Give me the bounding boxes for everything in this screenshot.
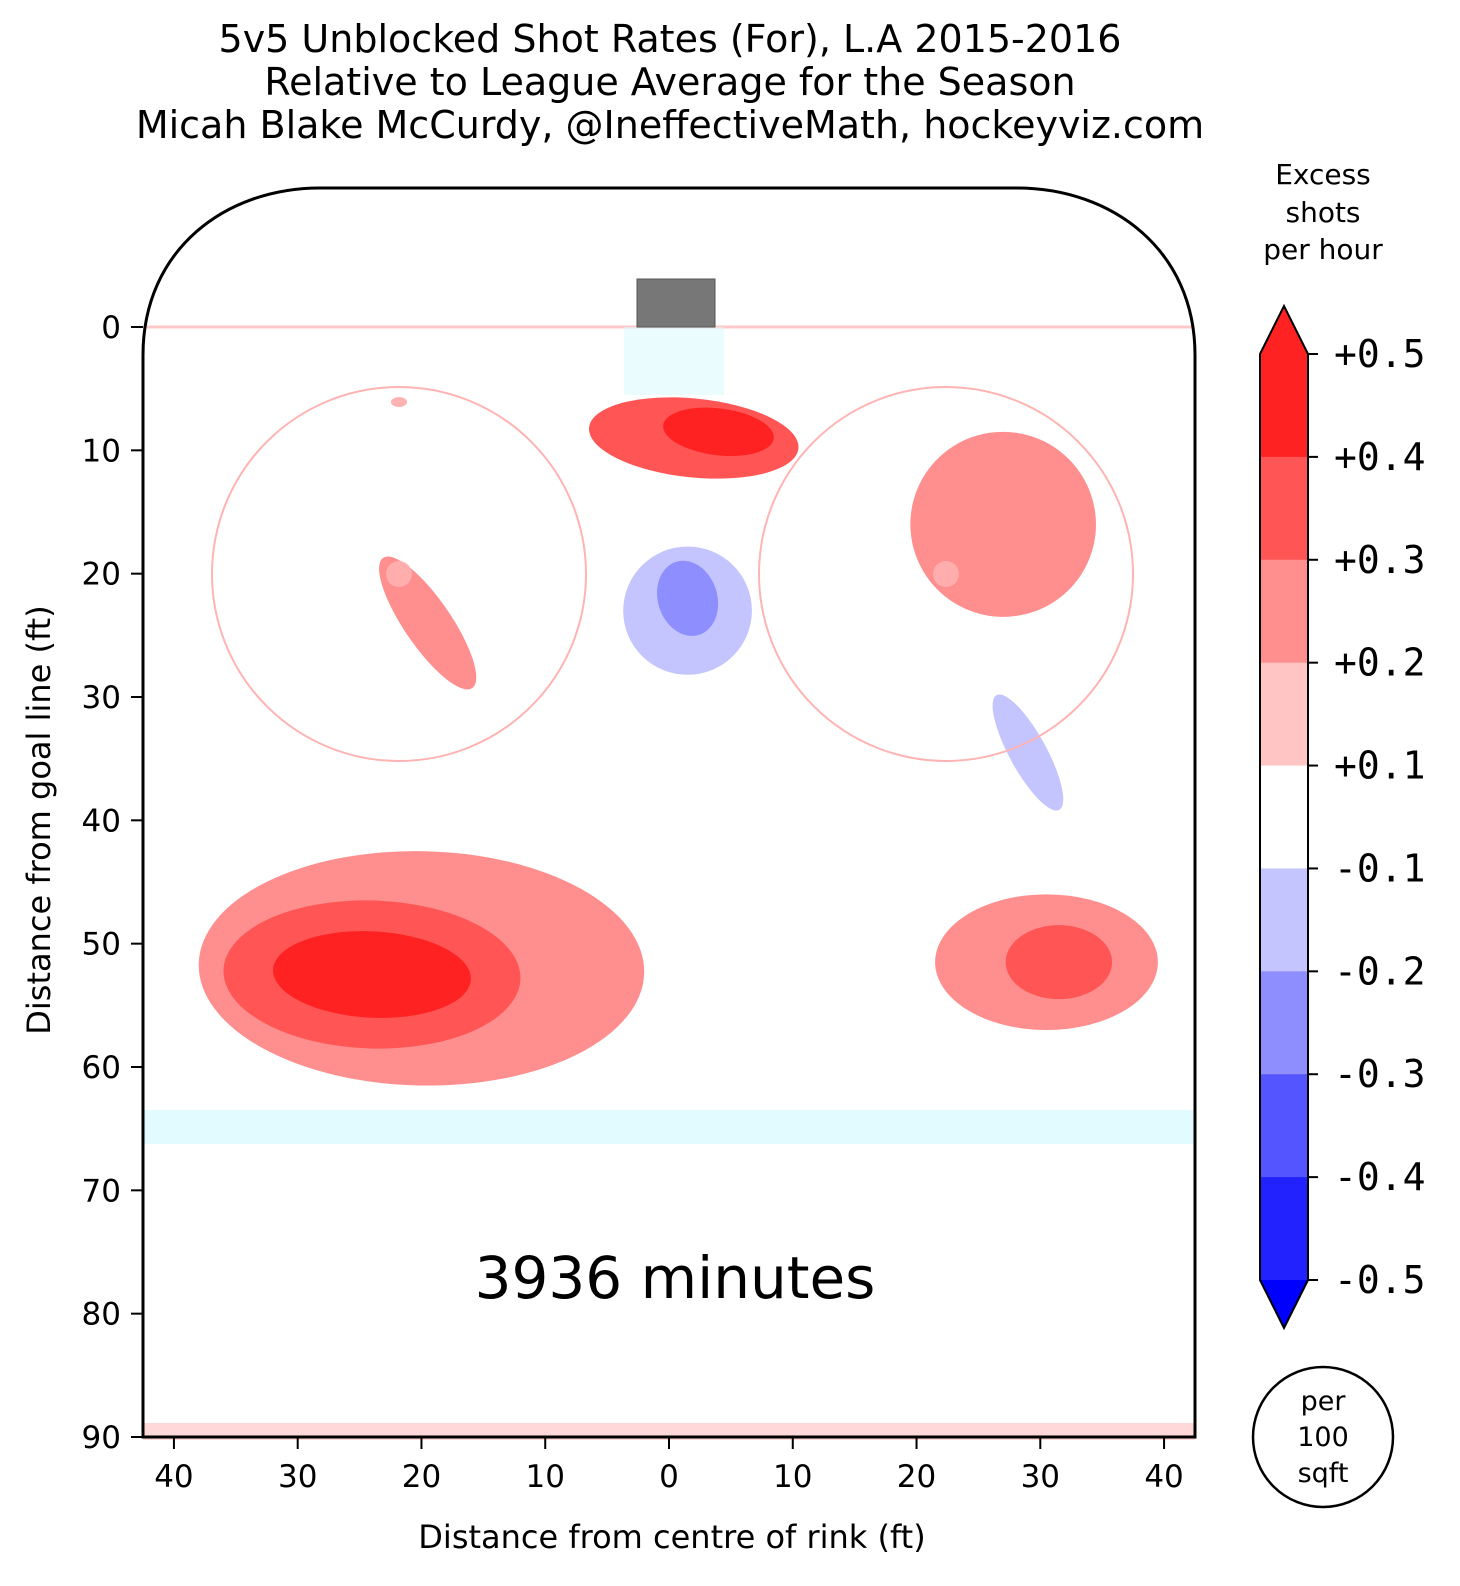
blue-line — [143, 1110, 1195, 1144]
contour-level-plus-0-4 — [273, 931, 471, 1018]
contour-region-neutral — [842, 672, 967, 796]
contour-region-neutral — [378, 750, 527, 854]
colorbar-band — [1260, 662, 1308, 767]
colorbar-band — [1260, 354, 1308, 458]
right-faceoff-circle — [758, 386, 1134, 762]
unit-note-line-1: per — [1301, 1386, 1347, 1417]
contour-level-plus-0-4 — [663, 407, 774, 457]
right-faceoff-dot — [933, 561, 959, 587]
colorbar-tick-label: -0.1 — [1334, 846, 1426, 890]
contour-level-plus-0-3 — [1005, 925, 1113, 1000]
x-tick-label: 40 — [1144, 1459, 1183, 1495]
y-tick-label: 50 — [82, 927, 121, 963]
x-tick-label: 20 — [402, 1459, 441, 1495]
contour-region-neutral — [1089, 684, 1189, 808]
colorbar-band — [1260, 456, 1308, 561]
x-tick-label: 10 — [526, 1459, 565, 1495]
colorbar-tick-label: -0.4 — [1334, 1155, 1426, 1199]
colorbar-tick-label: +0.5 — [1334, 332, 1426, 376]
x-tick-label: 30 — [278, 1459, 317, 1495]
colorbar-title-line-2: shots — [1285, 196, 1360, 229]
colorbar-tick-label: +0.2 — [1334, 641, 1426, 685]
contour-region-positive — [656, 647, 806, 1092]
y-tick-label: 70 — [82, 1173, 121, 1209]
hash-mark — [391, 397, 407, 407]
contour-level-minus-0-1 — [992, 694, 1064, 811]
colorbar-tick-label: +0.1 — [1334, 744, 1426, 788]
goal-net — [636, 278, 716, 328]
x-tick-label: 20 — [897, 1459, 936, 1495]
chart-title-line-1: 5v5 Unblocked Shot Rates (For), L.A 2015… — [218, 17, 1122, 61]
colorbar-band — [1260, 1177, 1308, 1281]
contour-region-neutral — [198, 339, 372, 451]
chart-title-line-2: Relative to League Average for the Seaso… — [264, 60, 1076, 104]
y-tick-label: 90 — [82, 1420, 121, 1456]
colorbar-tick-label: -0.3 — [1334, 1052, 1426, 1096]
contour-region-positive — [975, 1224, 1056, 1292]
unit-note-line-3: sqft — [1298, 1458, 1349, 1489]
colorbar-tick-label: -0.5 — [1334, 1258, 1426, 1302]
minutes-annotation: 3936 minutes — [475, 1244, 876, 1312]
contour-region-neutral — [161, 1141, 261, 1339]
colorbar-band — [1260, 559, 1308, 664]
x-axis-label: Distance from centre of rink (ft) — [418, 1518, 925, 1556]
colorbar-scale — [1259, 303, 1309, 1331]
colorbar-band — [1260, 765, 1308, 869]
colorbar-band — [1260, 971, 1308, 1075]
unit-note-line-2: 100 — [1297, 1422, 1349, 1453]
chart-title-line-3: Micah Blake McCurdy, @IneffectiveMath, h… — [135, 103, 1205, 147]
left-faceoff-dot — [386, 561, 412, 587]
unit-note-circle — [1251, 1365, 1395, 1509]
y-axis-label: Distance from goal line (ft) — [20, 605, 58, 1034]
x-tick-label: 10 — [773, 1459, 812, 1495]
colorbar-title-line-3: per hour — [1263, 233, 1383, 266]
colorbar-title-line-1: Excess — [1275, 158, 1371, 191]
contour-level-plus-0-2 — [379, 556, 477, 690]
y-tick-label: 60 — [82, 1050, 121, 1086]
colorbar-tick-label: +0.4 — [1334, 435, 1426, 479]
y-tick-label: 10 — [82, 433, 121, 469]
colorbar-labels: +0.5 +0.4 +0.3 +0.2 +0.1 -0.1 -0.2 -0.3 -0.4 -0.5 — [1308, 332, 1426, 1302]
contour-region-neutral — [272, 438, 422, 549]
y-tick-label: 0 — [101, 310, 121, 346]
colorbar-tick-label: +0.3 — [1334, 538, 1426, 582]
contour-region-neutral — [446, 1153, 991, 1351]
colorbar: Excess shots per hour +0.5+0.4+0.3+0.2+0… — [1251, 158, 1426, 1509]
chart-title: 5v5 Unblocked Shot Rates (For), L.A 2015… — [0, 18, 1340, 147]
colorbar-tick-label: -0.2 — [1334, 949, 1426, 993]
colorbar-band — [1260, 868, 1308, 972]
rink-boards — [141, 186, 1197, 1439]
x-tick-label: 40 — [154, 1459, 193, 1495]
goal-crease — [624, 327, 724, 395]
y-tick-label: 40 — [82, 803, 121, 839]
colorbar-band — [1260, 1074, 1308, 1178]
y-axis: 0 10 20 30 40 50 60 70 80 90 — [82, 310, 143, 1456]
contour-region-neutral — [229, 509, 267, 589]
y-tick-label: 30 — [82, 680, 121, 716]
y-tick-label: 80 — [82, 1297, 121, 1333]
x-tick-label: 0 — [659, 1459, 679, 1495]
colorbar-extend-max — [1260, 306, 1308, 354]
x-axis: 40 30 20 10 0 10 20 30 40 — [154, 1437, 1184, 1495]
x-tick-label: 30 — [1021, 1459, 1060, 1495]
contour-region-positive — [415, 370, 515, 494]
left-faceoff-circle — [211, 386, 587, 762]
y-tick-label: 20 — [82, 557, 121, 593]
contour-level-minus-0-2 — [657, 560, 719, 636]
contour-region-positive — [204, 499, 465, 722]
colorbar-extend-min — [1260, 1280, 1308, 1328]
heatmap-contours — [143, 339, 1189, 1351]
